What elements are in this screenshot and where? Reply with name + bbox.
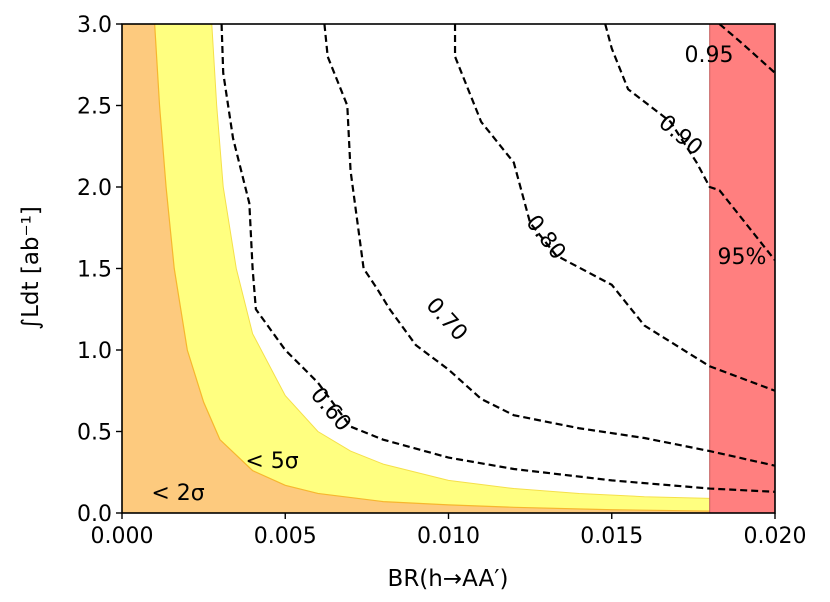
- y-tick-label: 2.0: [77, 176, 112, 201]
- y-axis-ticks: 0.0 0.5 1.0 1.5 2.0 2.5 3.0: [77, 13, 122, 527]
- x-tick-label: 0.015: [580, 524, 643, 549]
- contour-label-0-95: 0.95: [685, 43, 734, 68]
- y-tick-label: 1.5: [77, 258, 112, 283]
- x-tick-label: 0.005: [254, 524, 317, 549]
- x-tick-label: 0.000: [91, 524, 154, 549]
- region-label-1: < 5σ: [245, 449, 298, 474]
- contour-0-90: [604, 24, 775, 262]
- y-tick-label: 1.0: [77, 339, 112, 364]
- x-axis-ticks: 0.000 0.005 0.010 0.015 0.020: [91, 513, 807, 549]
- y-axis-label: ∫Ldt [ab⁻¹]: [18, 206, 44, 330]
- y-tick-label: 2.5: [77, 95, 112, 120]
- contour-0-95: [718, 24, 775, 74]
- region-labels: < 2σ < 5σ 95%: [151, 245, 766, 506]
- y-tick-label: 0.0: [77, 502, 112, 527]
- contour-labels: 0.600.700.800.900.95: [305, 43, 733, 436]
- region-label-0: < 2σ: [151, 481, 204, 506]
- shaded-regions: [122, 24, 775, 513]
- contour-0-70: [323, 24, 775, 467]
- contour-label-0-90: 0.90: [654, 110, 708, 161]
- contour-0-80: [453, 24, 775, 392]
- contour-lines: [220, 24, 775, 493]
- y-tick-label: 3.0: [77, 13, 112, 38]
- contour-label-0-70: 0.70: [421, 293, 472, 346]
- region-95-excluded: [709, 24, 775, 513]
- region-label-2: 95%: [718, 245, 767, 270]
- x-tick-label: 0.020: [744, 524, 807, 549]
- contour-0-60: [220, 24, 775, 493]
- x-axis-label: BR(h→AA′): [388, 566, 509, 592]
- y-tick-label: 0.5: [77, 421, 112, 446]
- x-tick-label: 0.010: [417, 524, 480, 549]
